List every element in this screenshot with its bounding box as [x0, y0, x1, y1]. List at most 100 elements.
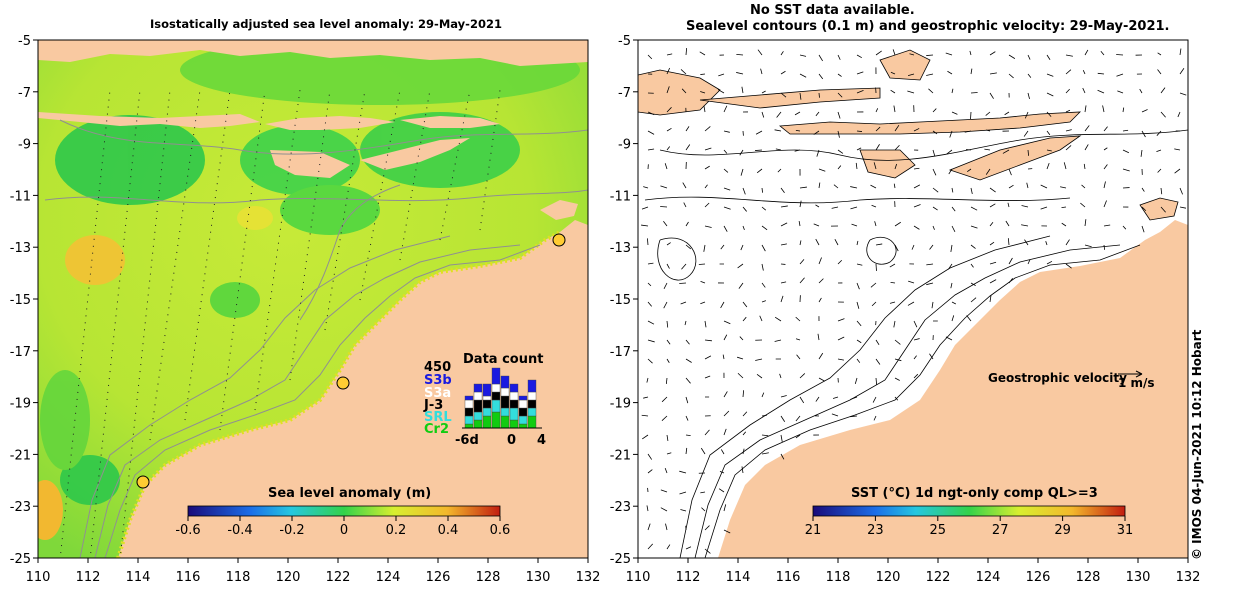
velocity-arrow	[742, 206, 747, 212]
velocity-arrow	[1141, 109, 1148, 113]
velocity-arrow	[875, 358, 881, 365]
y-tick-label: -21	[610, 448, 631, 463]
velocity-arrow	[1080, 202, 1086, 208]
velocity-arrow	[704, 548, 711, 554]
data-count-bar-segment	[500, 387, 510, 397]
data-count-bar-segment	[491, 391, 501, 401]
velocity-arrow	[660, 206, 668, 208]
velocity-arrow	[1007, 238, 1010, 246]
right-map	[638, 40, 1188, 558]
velocity-arrow	[1027, 73, 1032, 78]
velocity-arrow	[989, 221, 994, 227]
velocity-arrow	[717, 89, 725, 94]
data-count-bar-segment	[491, 367, 501, 385]
velocity-arrow	[1008, 277, 1013, 284]
velocity-arrow	[760, 68, 763, 75]
velocity-arrow	[660, 507, 668, 512]
velocity-arrow	[1021, 205, 1029, 208]
velocity-arrow	[951, 225, 956, 232]
velocity-arrow	[722, 354, 725, 360]
velocity-arrow	[837, 130, 840, 138]
velocity-arrow	[855, 162, 858, 170]
x-tick-label: 130	[1126, 570, 1151, 585]
velocity-arrow	[718, 73, 725, 77]
velocity-arrow	[723, 391, 728, 398]
velocity-arrow	[1084, 125, 1090, 132]
velocity-arrow	[680, 69, 687, 75]
velocity-arrow	[761, 263, 764, 271]
y-tick-label: -15	[610, 293, 631, 308]
data-count-bar-segment	[473, 391, 483, 401]
velocity-arrow	[660, 185, 668, 189]
velocity-arrow	[970, 297, 977, 303]
velocity-arrow	[875, 377, 878, 385]
velocity-arrow	[685, 48, 688, 56]
velocity-arrow	[666, 127, 672, 132]
velocity-arrow	[1024, 111, 1029, 119]
velocity-arrow	[970, 187, 973, 195]
velocity-arrow	[799, 73, 807, 78]
velocity-arrow	[680, 509, 687, 512]
velocity-arrow	[679, 470, 687, 474]
velocity-arrow	[1139, 88, 1143, 94]
velocity-arrow	[932, 187, 939, 193]
velocity-arrow	[704, 320, 707, 328]
velocity-arrow	[970, 206, 978, 211]
velocity-arrow	[723, 334, 728, 341]
velocity-arrow	[761, 300, 767, 303]
velocity-arrow	[737, 372, 744, 379]
velocity-arrow	[761, 414, 767, 417]
x-tick-label: 124	[976, 570, 1001, 585]
velocity-arrow	[681, 88, 687, 94]
y-tick-label: -19	[610, 397, 631, 412]
velocity-arrow	[664, 163, 668, 170]
velocity-arrow	[720, 449, 725, 455]
sat-label-s3b: S3b	[424, 373, 452, 388]
satellite-tracks	[59, 89, 501, 558]
velocity-arrow	[1179, 206, 1187, 209]
velocity-arrow	[647, 111, 655, 116]
velocity-arrow	[1065, 88, 1070, 94]
y-tick-label: -7	[618, 86, 631, 101]
velocity-arrow	[907, 301, 915, 306]
colorbar-tick-label: 29	[1054, 523, 1071, 538]
velocity-arrow	[780, 92, 787, 98]
geostrophic-label: Geostrophic velocity	[988, 371, 1127, 385]
right-map-note: No SST data available.	[750, 3, 915, 18]
velocity-arrow	[894, 144, 900, 151]
velocity-arrow	[761, 244, 766, 252]
x-tick-label: 126	[1026, 570, 1051, 585]
y-tick-label: -23	[610, 500, 631, 515]
velocity-arrow	[989, 241, 995, 246]
velocity-arrow	[741, 466, 744, 474]
velocity-arrow	[1160, 87, 1166, 94]
velocity-arrow	[666, 242, 671, 246]
velocity-arrow	[1004, 111, 1010, 116]
velocity-arrow	[837, 149, 844, 154]
velocity-arrow	[913, 373, 919, 379]
velocity-arrow	[856, 90, 864, 94]
velocity-arrow	[1046, 111, 1052, 117]
velocity-arrow	[779, 373, 782, 379]
velocity-arrow	[1103, 164, 1108, 170]
velocity-arrow	[1005, 220, 1010, 227]
velocity-arrow	[723, 428, 727, 436]
y-tick-label: -25	[10, 552, 31, 567]
velocity-arrow	[1027, 54, 1031, 60]
bathymetry-contours	[44, 119, 588, 558]
velocity-arrow	[1141, 206, 1147, 212]
velocity-arrow	[911, 244, 915, 250]
colorbar-tick-label: -0.4	[227, 523, 252, 538]
velocity-arrow	[818, 278, 824, 284]
velocity-arrow	[780, 243, 787, 246]
y-tick-label: -9	[618, 138, 631, 153]
velocity-arrow	[856, 301, 860, 309]
velocity-arrow	[660, 489, 668, 493]
x-tick-label: 128	[1076, 570, 1101, 585]
velocity-arrow	[970, 244, 976, 249]
y-tick-label: -17	[10, 345, 31, 360]
velocity-arrow	[1046, 92, 1054, 97]
data-count-title: Data count	[463, 352, 543, 367]
velocity-arrow	[856, 130, 863, 132]
